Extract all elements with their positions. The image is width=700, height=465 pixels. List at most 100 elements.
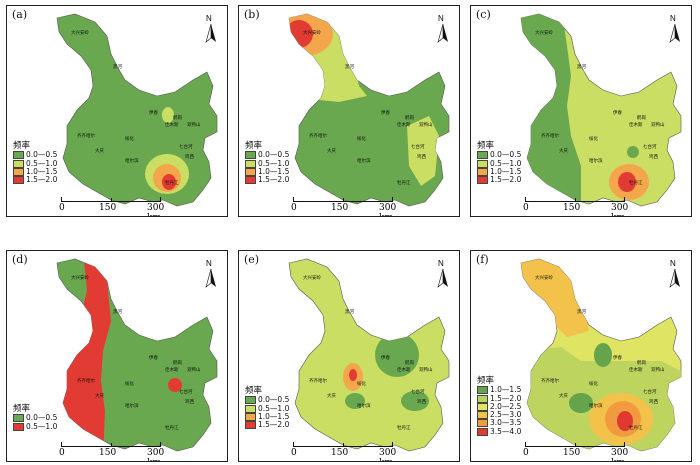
legend-item: 1.5—2.0 — [245, 176, 289, 185]
city-label: 哈尔滨 — [125, 157, 139, 164]
city-label: 黑河 — [113, 308, 122, 315]
city-label: 大兴安岭 — [71, 274, 89, 281]
zone-2.5-3.0 — [521, 259, 589, 337]
city-label: 七台河 — [179, 143, 193, 150]
city-label: 双鸭山 — [651, 121, 665, 128]
north-arrow-icon: N — [667, 259, 683, 291]
city-label: 大庆 — [327, 392, 336, 399]
frequency-map-e: 大兴安岭 黑河 伊春 鹤岗 佳木斯 双鸭山 齐齐哈尔 绥化 大庆 哈尔滨 七台河… — [288, 258, 450, 452]
city-label: 绥化 — [357, 135, 366, 142]
city-label: 鹤岗 — [405, 359, 414, 366]
map-panel-d: 大兴安岭 黑河 伊春 鹤岗 佳木斯 双鸭山 齐齐哈尔 绥化 大庆 哈尔滨 七台河… — [6, 250, 228, 462]
city-label: 大庆 — [95, 392, 104, 399]
city-label: 大兴安岭 — [535, 274, 553, 281]
city-label: 大兴安岭 — [303, 274, 321, 281]
scale-bar: 0 150 300 km — [521, 195, 641, 216]
zone-0.5-1.0 — [162, 107, 174, 123]
legend-item: 1.5—2.0 — [477, 394, 521, 403]
city-label: 牡丹江 — [165, 424, 179, 431]
city-label: 伊春 — [613, 109, 622, 116]
legend-item: 0.0—0.5 — [13, 414, 57, 423]
city-label: 大庆 — [559, 147, 568, 154]
map-panel-b: 大兴安岭 黑河 伊春 鹤岗 佳木斯 双鸭山 齐齐哈尔 绥化 大庆 哈尔滨 七台河… — [238, 5, 460, 217]
legend: 频率 0.0—0.5 0.5—1.0 1.0—1.5 1.5—2.0 — [13, 142, 57, 185]
city-label: 齐齐哈尔 — [541, 377, 559, 384]
city-label: 齐齐哈尔 — [77, 132, 95, 139]
city-label: 大庆 — [95, 147, 104, 154]
frequency-map-a: 大兴安岭 黑河 伊春 鹤岗 佳木斯 双鸭山 齐齐哈尔 绥化 大庆 哈尔滨 七台河… — [56, 13, 218, 207]
zone-0.0-0.5 — [401, 391, 429, 411]
city-label: 齐齐哈尔 — [541, 132, 559, 139]
city-label: 大兴安岭 — [303, 29, 321, 36]
city-label: 鸡西 — [417, 398, 426, 405]
city-label: 鹤岗 — [405, 114, 414, 121]
panel-label: (a) — [12, 8, 28, 21]
legend: 频率 0.0—0.5 0.5—1.0 1.0—1.5 1.5—2.0 — [245, 387, 289, 430]
legend-item: 0.5—1.0 — [477, 159, 521, 168]
city-label: 鹤岗 — [173, 114, 182, 121]
city-label: 大兴安岭 — [535, 29, 553, 36]
province-shape — [288, 258, 450, 452]
north-arrow-icon: N — [435, 259, 451, 291]
panel-label: (c) — [476, 8, 491, 21]
scale-bar: 0 150 300 km — [289, 195, 409, 216]
city-label: 齐齐哈尔 — [77, 377, 95, 384]
legend-item: 1.0—1.5 — [245, 167, 289, 176]
legend-item: 0.5—1.0 — [13, 422, 57, 431]
legend-title: 频率 — [477, 376, 495, 386]
city-label: 黑河 — [113, 63, 122, 70]
north-arrow-icon: N — [435, 14, 451, 46]
legend: 频率 0.0—0.5 0.5—1.0 — [13, 405, 57, 431]
legend-item: 2.0—2.5 — [477, 402, 521, 411]
city-label: 鸡西 — [649, 153, 658, 160]
city-label: 佳木斯 — [629, 121, 643, 128]
legend: 频率 0.0—0.5 0.5—1.0 1.0—1.5 1.5—2.0 — [477, 142, 521, 185]
scale-bar: 0 150 300 km — [521, 440, 641, 461]
panel-label: (d) — [12, 253, 28, 266]
city-label: 鸡西 — [649, 398, 658, 405]
frequency-map-f: 大兴安岭 黑河 伊春 鹤岗 佳木斯 双鸭山 齐齐哈尔 绥化 大庆 哈尔滨 七台河… — [520, 258, 682, 452]
legend-item: 3.5—4.0 — [477, 427, 521, 436]
legend: 频率 1.0—1.5 1.5—2.0 2.0—2.5 2.5—3.0 3.0—3… — [477, 377, 521, 436]
city-label: 哈尔滨 — [357, 157, 371, 164]
city-label: 七台河 — [411, 143, 425, 150]
city-label: 绥化 — [357, 380, 366, 387]
city-label: 哈尔滨 — [589, 157, 603, 164]
panel-label: (e) — [244, 253, 260, 266]
panel-label: (f) — [476, 253, 489, 266]
city-label: 双鸭山 — [187, 121, 201, 128]
city-label: 七台河 — [179, 388, 193, 395]
city-label: 双鸭山 — [651, 366, 665, 373]
city-label: 绥化 — [589, 380, 598, 387]
zone-1.5-2.0 — [162, 174, 176, 190]
north-arrow-icon: N — [203, 14, 219, 46]
frequency-map-b: 大兴安岭 黑河 伊春 鹤岗 佳木斯 双鸭山 齐齐哈尔 绥化 大庆 哈尔滨 七台河… — [288, 13, 450, 207]
legend-item: 2.5—3.0 — [477, 411, 521, 420]
city-label: 鹤岗 — [637, 114, 646, 121]
legend-title: 频率 — [13, 404, 31, 414]
zone-1.0-1.5 — [594, 343, 612, 367]
north-arrow-icon: N — [667, 14, 683, 46]
city-label: 齐齐哈尔 — [309, 377, 327, 384]
city-label: 七台河 — [643, 143, 657, 150]
legend-item: 3.0—3.5 — [477, 419, 521, 428]
zone-1.0-1.5 — [569, 393, 593, 413]
city-label: 鹤岗 — [637, 359, 646, 366]
city-label: 大兴安岭 — [71, 29, 89, 36]
legend: 频率 0.0—0.5 0.5—1.0 1.0—1.5 1.5—2.0 — [245, 142, 289, 185]
panel-label: (b) — [244, 8, 260, 21]
legend-item: 0.0—0.5 — [477, 151, 521, 160]
zone-0.5-1.0 — [168, 378, 182, 392]
city-label: 双鸭山 — [419, 121, 433, 128]
city-label: 黑河 — [345, 308, 354, 315]
city-label: 七台河 — [643, 388, 657, 395]
map-panel-f: 大兴安岭 黑河 伊春 鹤岗 佳木斯 双鸭山 齐齐哈尔 绥化 大庆 哈尔滨 七台河… — [470, 250, 692, 462]
legend-item: 0.5—1.0 — [245, 159, 289, 168]
legend-item: 1.5—2.0 — [477, 176, 521, 185]
city-label: 牡丹江 — [397, 179, 411, 186]
legend-item: 0.0—0.5 — [245, 151, 289, 160]
city-label: 黑河 — [345, 63, 354, 70]
map-panel-a: 大兴安岭 黑河 伊春 鹤岗 佳木斯 双鸭山 齐齐哈尔 绥化 大庆 哈尔滨 七台河… — [6, 5, 228, 217]
city-label: 鸡西 — [185, 153, 194, 160]
zone-0.5-1.0 — [407, 116, 439, 186]
